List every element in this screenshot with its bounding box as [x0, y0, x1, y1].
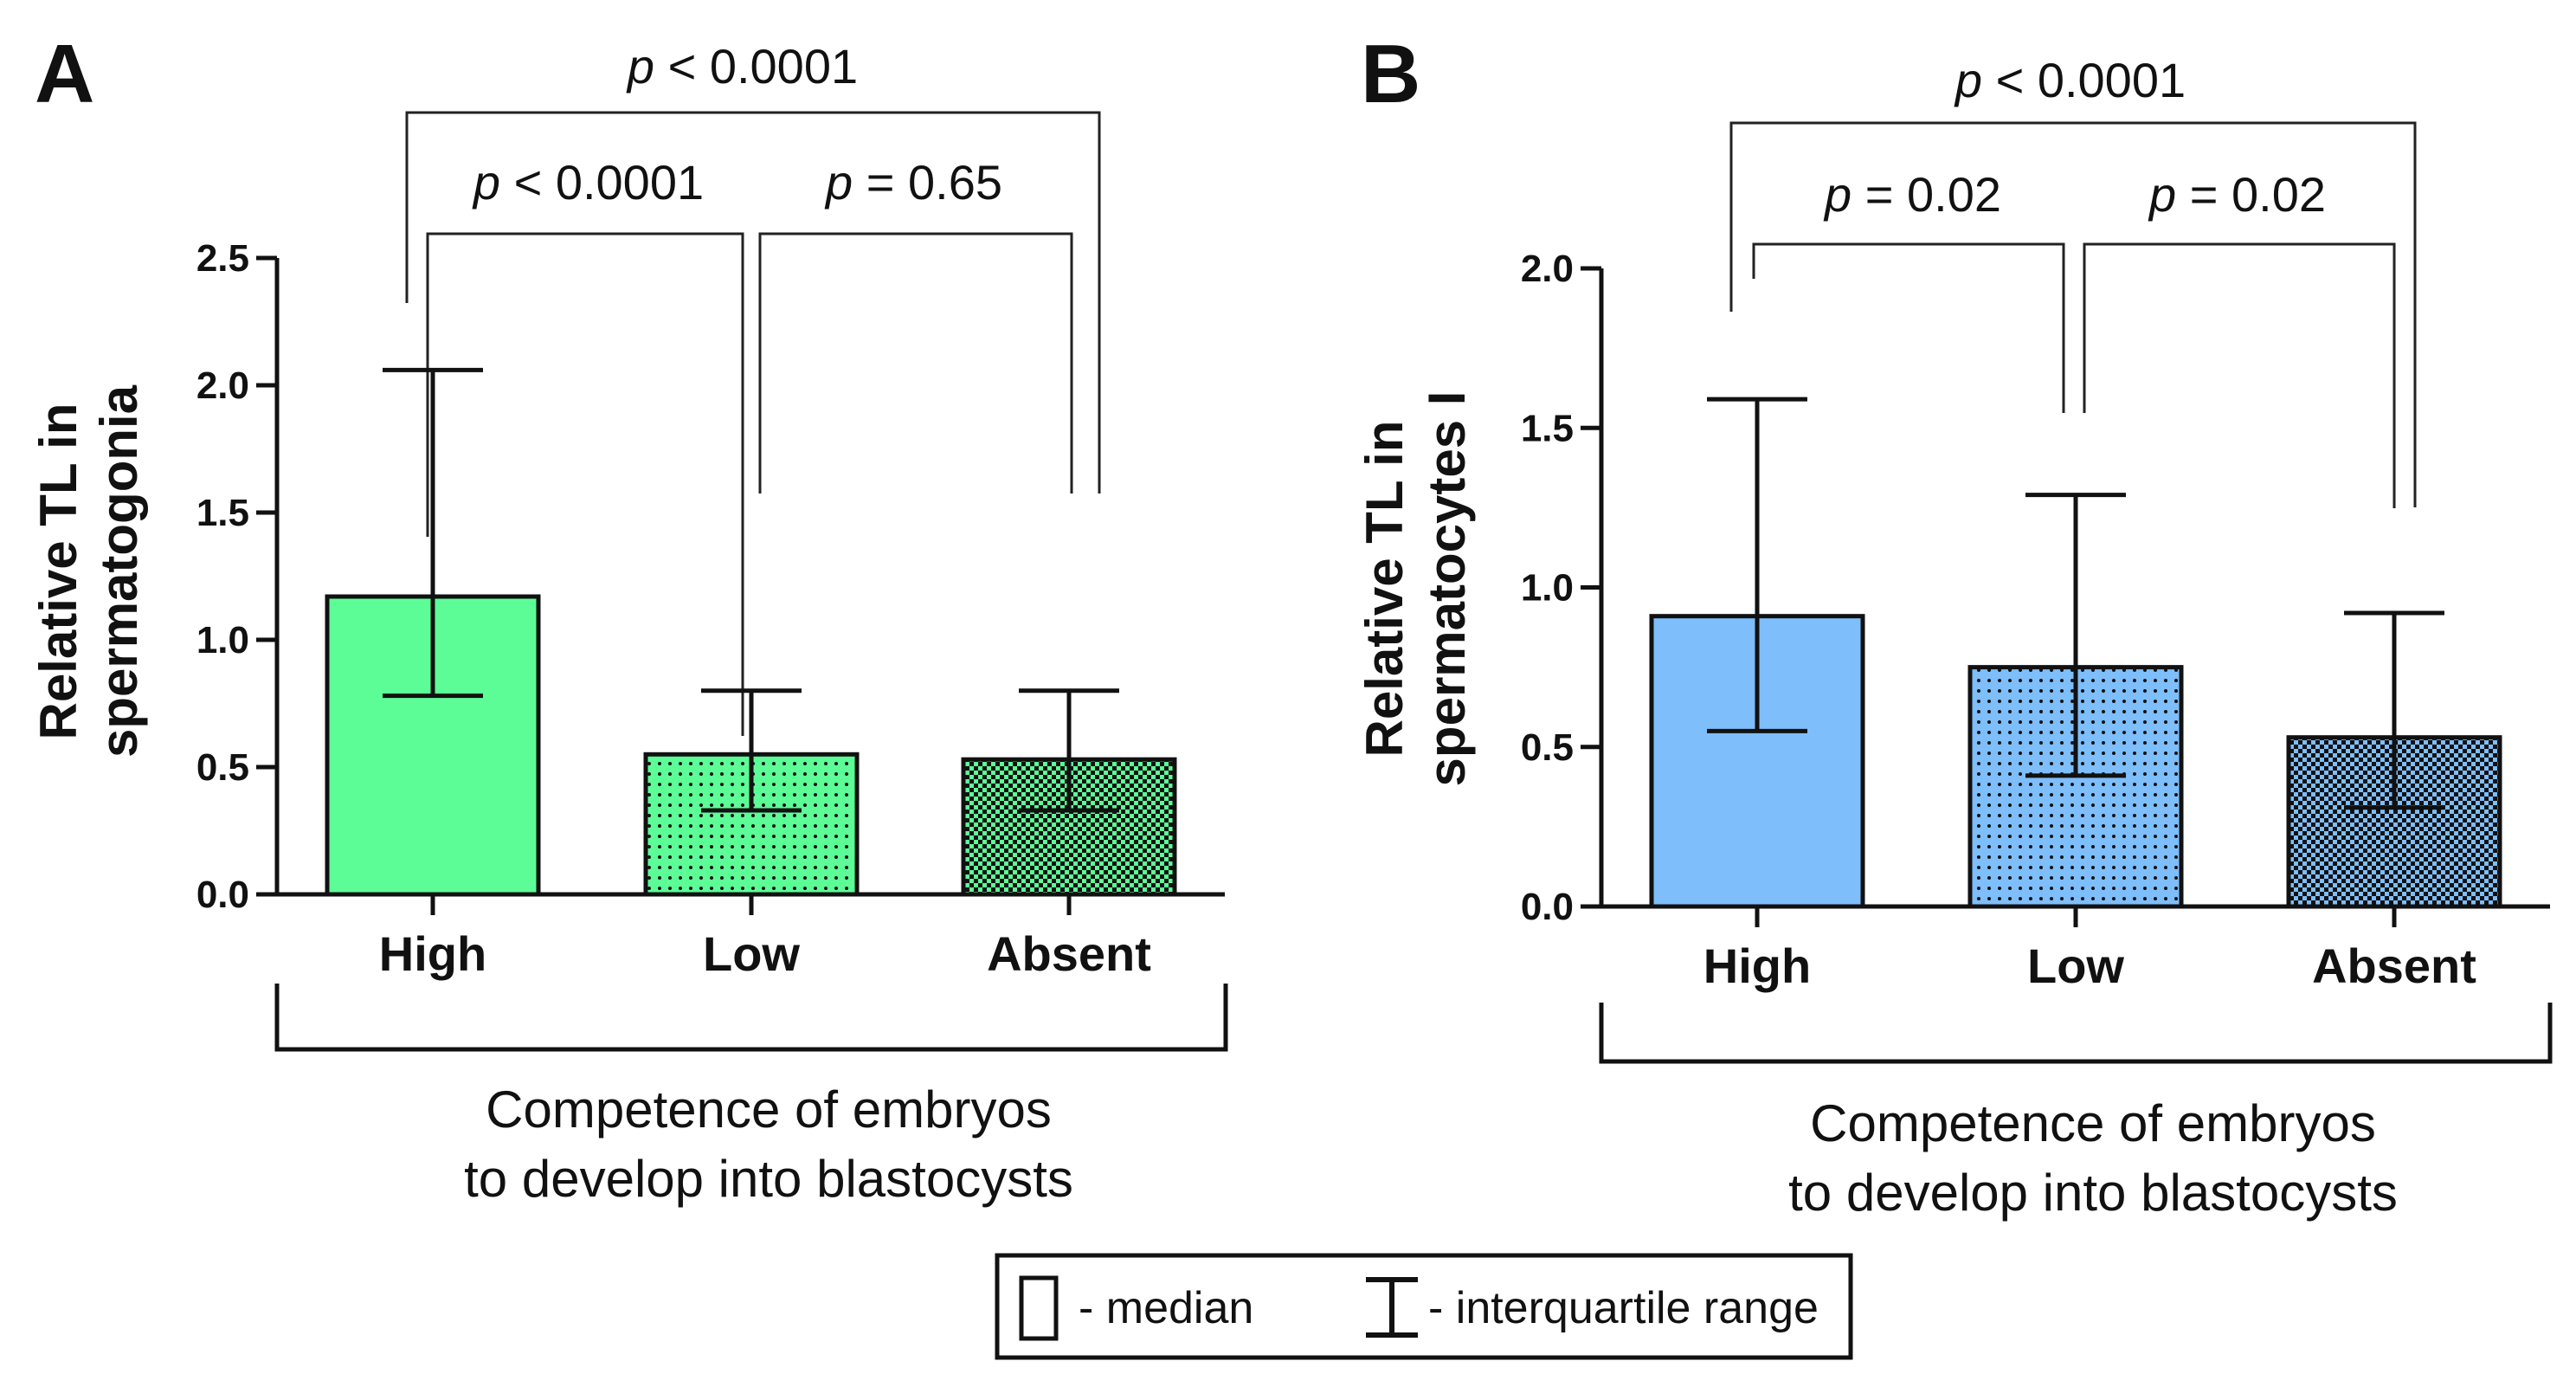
y-tick-label: 0.0 [196, 874, 249, 916]
legend-frame [995, 1253, 1853, 1360]
y-tick-label: 0.5 [196, 746, 249, 789]
significance-bracket [2083, 242, 2396, 508]
p-value-label: p < 0.0001 [626, 39, 858, 94]
y-tick-label: 2.0 [196, 364, 249, 407]
x-axis-title-line2: to develop into blastocysts [464, 1150, 1073, 1208]
p-value-label: p = 0.02 [2148, 167, 2326, 222]
error-bar-low [701, 688, 802, 813]
error-bar-low [2025, 493, 2126, 778]
group-bracket [1599, 1003, 2553, 1064]
legend: - median - interquartile range [995, 1253, 1853, 1360]
category-label-absent: Absent [2312, 939, 2476, 993]
significance-brackets: p = 0.02 p = 0.02 p < 0.0001 [1729, 53, 2417, 508]
significance-brackets: p < 0.0001 p = 0.65 p < 0.0001 [405, 39, 1101, 736]
error-bar-high [383, 367, 483, 699]
bars [1649, 397, 2502, 909]
y-tick-label: 2.0 [1521, 248, 1574, 290]
y-tick-label: 1.5 [196, 492, 249, 534]
significance-bracket [405, 111, 1101, 494]
significance-bracket [758, 232, 1073, 494]
x-axis-title-line2: to develop into blastocysts [1788, 1164, 2398, 1222]
y-axis-title-line2: spermatocytes I [1418, 391, 1476, 787]
p-value-label: p = 0.65 [824, 155, 1002, 210]
panel-a: A p < 0.0001 p = 0.65 p < 0.0001 Relative … [29, 28, 1228, 1208]
category-label-high: High [379, 926, 486, 981]
legend-median-label: - median [1079, 1283, 1253, 1333]
significance-bracket [1729, 121, 2417, 507]
panel-letter: A [35, 28, 94, 120]
x-axis-title-line1: Competence of embryos [1810, 1094, 2376, 1152]
y-axis-title-line1: Relative TL in [1356, 420, 1414, 757]
significance-bracket [426, 232, 744, 736]
error-bar-absent [2344, 610, 2444, 810]
y-axis-title-line1: Relative TL in [29, 403, 87, 739]
panel-letter: B [1361, 28, 1420, 120]
y-tick-label: 1.0 [196, 619, 249, 661]
category-labels: High Low Absent [379, 926, 1151, 981]
y-tick-label: 0.5 [1521, 726, 1574, 769]
category-label-absent: Absent [987, 926, 1151, 981]
error-bar-absent [1019, 688, 1119, 813]
category-label-high: High [1703, 939, 1811, 993]
x-axis-title-line1: Competence of embryos [486, 1081, 1052, 1139]
p-value-label: p < 0.0001 [472, 155, 704, 210]
p-value-label: p < 0.0001 [1954, 53, 2186, 107]
y-tick-label: 1.5 [1521, 407, 1574, 449]
category-label-low: Low [2027, 939, 2124, 993]
legend-iqr-label: - interquartile range [1428, 1283, 1819, 1333]
p-value-label: p = 0.02 [1823, 167, 2001, 222]
y-tick-label: 2.5 [196, 237, 249, 280]
iqr-symbol-icon [1366, 1277, 1418, 1338]
category-label-low: Low [703, 926, 800, 981]
y-tick-label: 1.0 [1521, 567, 1574, 610]
category-labels: High Low Absent [1703, 939, 2476, 993]
median-symbol-icon [1019, 1275, 1059, 1341]
significance-bracket [1752, 242, 2065, 413]
error-bar-high [1707, 397, 1807, 733]
y-tick-label: 0.0 [1521, 886, 1574, 928]
y-axis-title-line2: spermatogonia [90, 384, 148, 758]
group-bracket [274, 984, 1228, 1052]
panel-b: B p = 0.02 p = 0.02 p < 0.0001 Relative TL… [1356, 28, 2553, 1222]
bars [325, 367, 1177, 897]
